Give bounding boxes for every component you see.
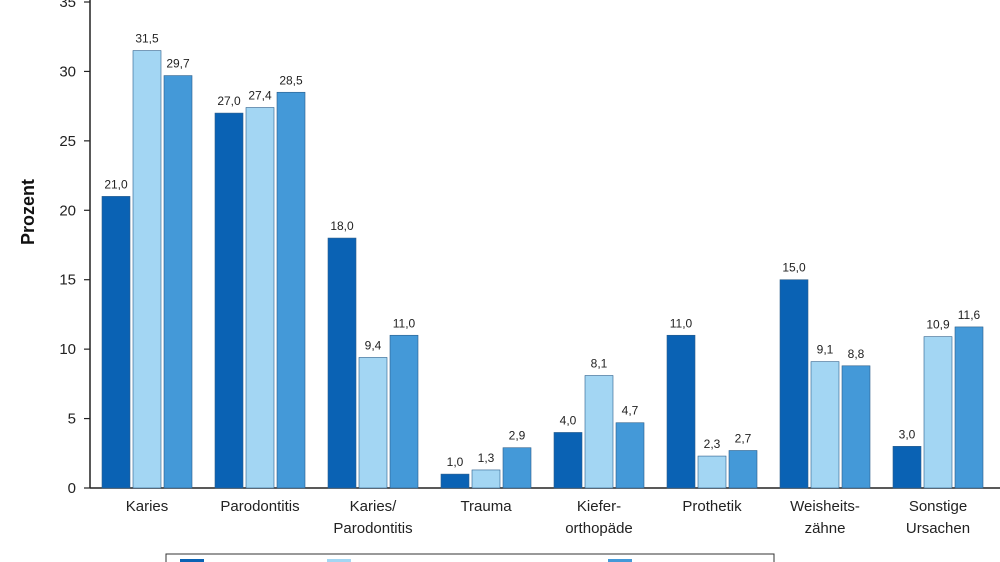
bar	[163, 75, 193, 489]
bar	[923, 336, 953, 489]
data-label: 4,0	[560, 413, 577, 427]
x-tick-label: Parodontitis	[220, 498, 299, 515]
data-label: 10,9	[926, 318, 950, 332]
data-label: 8,1	[591, 357, 608, 371]
x-tick-label: Parodontitis	[333, 520, 412, 537]
data-label: 2,9	[509, 429, 526, 443]
bar	[471, 469, 501, 489]
x-tick-label: Kiefer-	[577, 498, 621, 515]
y-tick-label: 10	[59, 341, 76, 358]
x-tick-label: Weisheits-	[790, 498, 860, 515]
data-label: 18,0	[330, 219, 354, 233]
data-label: 8,8	[848, 347, 865, 361]
y-tick-label: 15	[59, 272, 76, 289]
bar	[728, 450, 758, 489]
y-tick-label: 5	[68, 411, 76, 428]
y-tick-label: 20	[59, 202, 76, 219]
data-label: 2,3	[704, 437, 721, 451]
data-label: 27,4	[248, 89, 272, 103]
data-label: 29,7	[166, 57, 190, 71]
y-tick-label: 30	[59, 63, 76, 80]
x-tick-label: Ursachen	[906, 520, 970, 537]
bar	[502, 447, 532, 489]
bar	[101, 196, 131, 489]
bar	[440, 473, 470, 489]
legend-swatch	[327, 559, 351, 562]
data-label: 1,0	[447, 455, 464, 469]
data-label: 2,7	[735, 432, 752, 446]
data-label: 11,0	[393, 316, 416, 330]
y-tick-label: 35	[59, 0, 76, 11]
x-tick-label: Trauma	[460, 498, 512, 515]
x-tick-label: orthopäde	[565, 520, 633, 537]
data-label: 31,5	[135, 32, 159, 46]
bar	[389, 334, 419, 489]
bar	[214, 112, 244, 489]
data-label: 9,4	[365, 338, 382, 352]
bar	[841, 365, 871, 489]
bar	[954, 326, 984, 489]
x-tick-label: zähne	[805, 520, 846, 537]
data-label: 11,0	[670, 316, 693, 330]
bar	[553, 432, 583, 489]
data-label: 1,3	[478, 451, 495, 465]
x-tick-label: Prothetik	[682, 498, 742, 515]
legend-box	[165, 553, 775, 562]
data-label: 9,1	[817, 343, 834, 357]
bar	[132, 50, 162, 489]
y-tick-label: 25	[59, 133, 76, 150]
x-tick-label: Karies/	[350, 498, 398, 515]
data-label: 11,6	[958, 308, 981, 322]
x-tick-label: Sonstige	[909, 498, 967, 515]
data-label: 21,0	[104, 177, 128, 191]
bar	[666, 334, 696, 489]
bar	[245, 107, 275, 489]
data-label: 15,0	[782, 261, 806, 275]
bar	[584, 375, 614, 489]
bar	[327, 237, 357, 489]
x-tick-label: Karies	[126, 498, 169, 515]
data-label: 4,7	[622, 404, 639, 418]
legend-swatch	[180, 559, 204, 562]
data-label: 3,0	[899, 427, 916, 441]
y-axis-label: Prozent	[18, 179, 38, 245]
bar	[615, 422, 645, 489]
bar	[892, 446, 922, 489]
y-tick-label: 0	[68, 480, 76, 497]
bar	[810, 361, 840, 489]
bar	[697, 455, 727, 489]
bar	[276, 91, 306, 489]
data-label: 28,5	[279, 73, 303, 87]
data-label: 27,0	[217, 94, 241, 108]
bar	[779, 279, 809, 489]
bar	[358, 357, 388, 489]
legend-swatch	[608, 559, 632, 562]
